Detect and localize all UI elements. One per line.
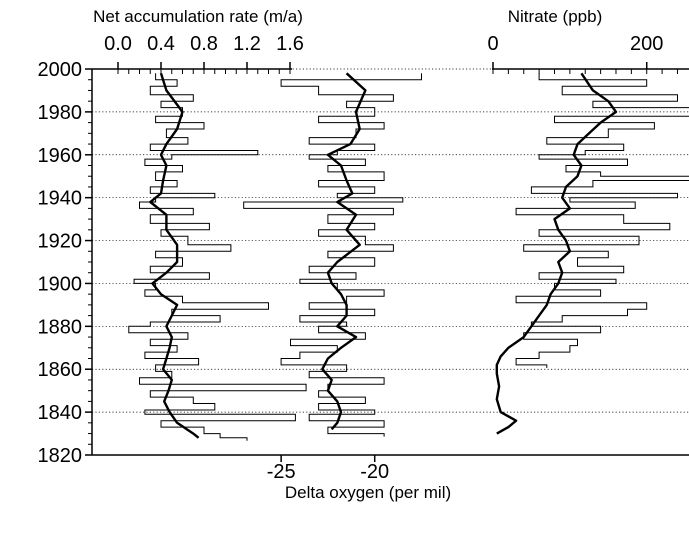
panel-accumulation xyxy=(128,72,307,441)
x-tick-label-accumulation: 0.0 xyxy=(104,33,132,55)
y-tick-label: 1880 xyxy=(38,316,83,338)
x-tick-label-nitrate: 200 xyxy=(630,33,663,55)
y-tick-label: 2000 xyxy=(38,59,83,81)
series-delta_oxygen-smoothed xyxy=(321,72,367,431)
axis-title-nitrate: Nitrate (ppb) xyxy=(508,7,602,26)
series-nitrate-smoothed xyxy=(495,72,618,435)
axes: 2000198019601940192019001880186018401820… xyxy=(38,7,678,502)
series-accumulation-smoothed xyxy=(149,72,200,439)
x-tick-label-accumulation: 0.8 xyxy=(190,33,218,55)
y-tick-label: 1940 xyxy=(38,188,83,210)
y-tick-label: 1820 xyxy=(38,445,83,467)
x-tick-label-delta_oxygen: -25 xyxy=(267,461,296,483)
panel-delta_oxygen xyxy=(243,72,422,437)
x-tick-label-accumulation: 1.6 xyxy=(276,33,304,55)
y-tick-label: 1920 xyxy=(38,231,83,253)
y-tick-label: 1860 xyxy=(38,359,83,381)
y-tick-label: 1980 xyxy=(38,102,83,124)
series-nitrate-annual xyxy=(515,73,689,368)
series-accumulation-annual xyxy=(128,73,307,441)
series-delta_oxygen-annual xyxy=(243,73,422,437)
axis-title-delta_oxygen: Delta oxygen (per mil) xyxy=(285,483,451,502)
y-tick-label: 1900 xyxy=(38,273,83,295)
x-tick-label-accumulation: 1.2 xyxy=(233,33,261,55)
panel-nitrate xyxy=(495,72,689,435)
y-tick-label: 1840 xyxy=(38,402,83,424)
series-layer xyxy=(128,72,689,441)
x-tick-label-accumulation: 0.4 xyxy=(147,33,175,55)
x-tick-label-delta_oxygen: -20 xyxy=(360,461,389,483)
axis-title-accumulation: Net accumulation rate (m/a) xyxy=(93,7,303,26)
x-tick-label-nitrate: 0 xyxy=(487,33,498,55)
y-tick-label: 1960 xyxy=(38,145,83,167)
